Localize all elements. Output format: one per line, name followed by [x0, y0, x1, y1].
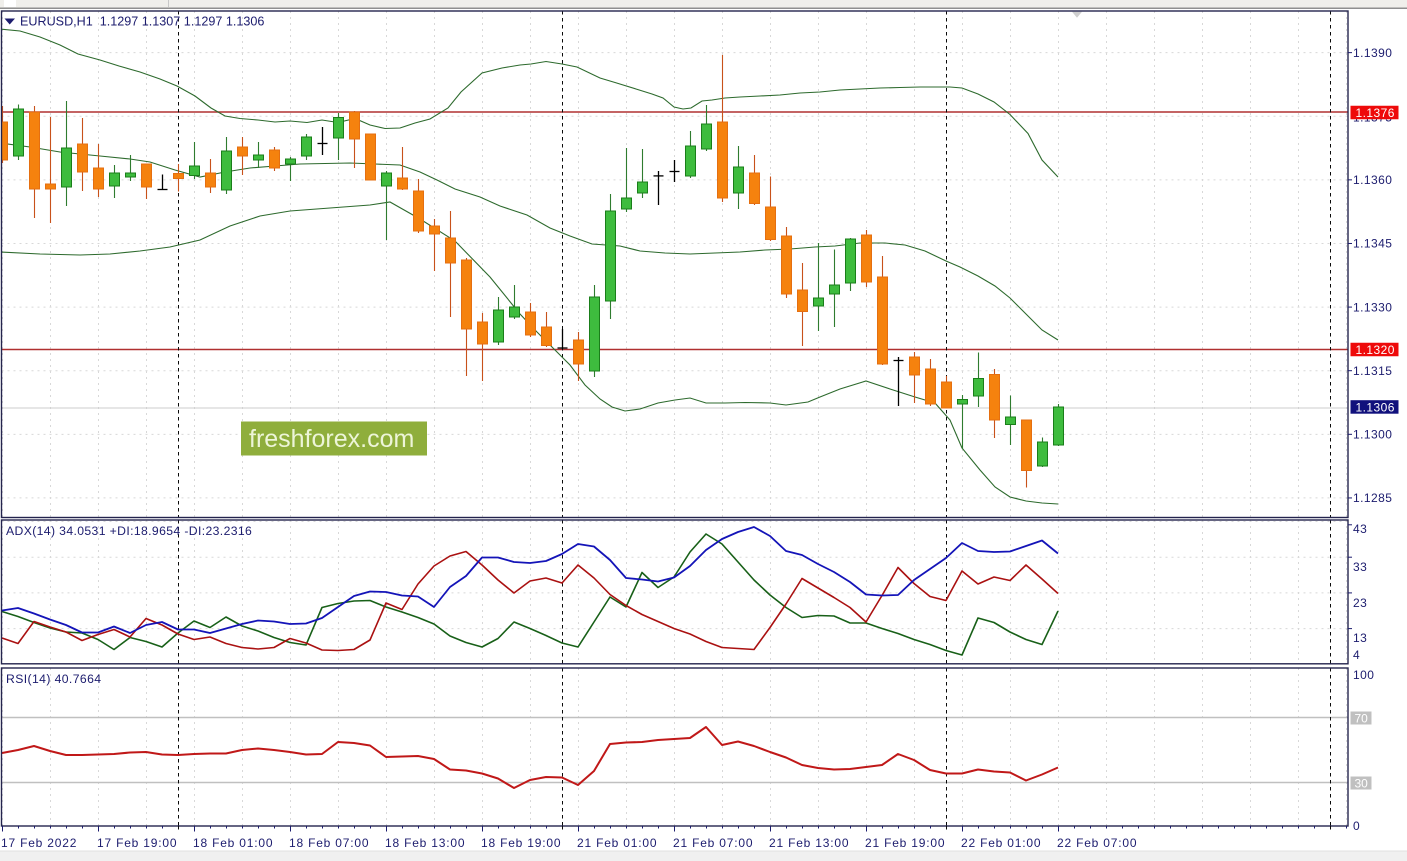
svg-text:0: 0	[1353, 819, 1360, 833]
svg-text:22 Feb 01:00: 22 Feb 01:00	[961, 836, 1041, 850]
svg-text:30: 30	[1355, 776, 1369, 790]
svg-text:1.1345: 1.1345	[1353, 237, 1392, 251]
svg-text:22 Feb 07:00: 22 Feb 07:00	[1057, 836, 1137, 850]
svg-text:100: 100	[1353, 668, 1374, 682]
svg-text:1.1376: 1.1376	[1356, 106, 1395, 120]
svg-text:21 Feb 19:00: 21 Feb 19:00	[865, 836, 945, 850]
svg-text:21 Feb 13:00: 21 Feb 13:00	[769, 836, 849, 850]
svg-text:21 Feb 07:00: 21 Feb 07:00	[673, 836, 753, 850]
svg-text:1.1306: 1.1306	[1356, 400, 1395, 414]
svg-text:33: 33	[1353, 560, 1367, 574]
svg-text:1.1390: 1.1390	[1353, 46, 1392, 60]
svg-text:17 Feb 19:00: 17 Feb 19:00	[97, 836, 177, 850]
svg-text:1.1300: 1.1300	[1353, 428, 1392, 442]
svg-text:18 Feb 13:00: 18 Feb 13:00	[385, 836, 465, 850]
svg-text:18 Feb 01:00: 18 Feb 01:00	[193, 836, 273, 850]
svg-text:1.1285: 1.1285	[1353, 491, 1392, 505]
svg-text:23: 23	[1353, 596, 1367, 610]
svg-text:43: 43	[1353, 522, 1367, 536]
svg-text:1.1315: 1.1315	[1353, 364, 1392, 378]
svg-text:18 Feb 19:00: 18 Feb 19:00	[481, 836, 561, 850]
svg-text:1.1330: 1.1330	[1353, 300, 1392, 314]
svg-text:18 Feb 07:00: 18 Feb 07:00	[289, 836, 369, 850]
svg-text:freshforex.com: freshforex.com	[249, 425, 414, 453]
svg-text:21 Feb 01:00: 21 Feb 01:00	[577, 836, 657, 850]
svg-text:17 Feb 2022: 17 Feb 2022	[1, 836, 77, 850]
svg-text:RSI(14) 40.7664: RSI(14) 40.7664	[6, 672, 101, 686]
svg-text:1.1360: 1.1360	[1353, 173, 1392, 187]
svg-text:1.1320: 1.1320	[1356, 343, 1395, 357]
svg-text:70: 70	[1355, 711, 1369, 725]
svg-text:4: 4	[1353, 648, 1360, 662]
svg-text:13: 13	[1353, 631, 1367, 645]
svg-text:ADX(14) 34.0531 +DI:18.9654 -D: ADX(14) 34.0531 +DI:18.9654 -DI:23.2316	[6, 524, 252, 538]
svg-text:EURUSD,H1 1.1297 1.1307 1.129: EURUSD,H1 1.1297 1.1307 1.1297 1.1306	[20, 15, 264, 29]
